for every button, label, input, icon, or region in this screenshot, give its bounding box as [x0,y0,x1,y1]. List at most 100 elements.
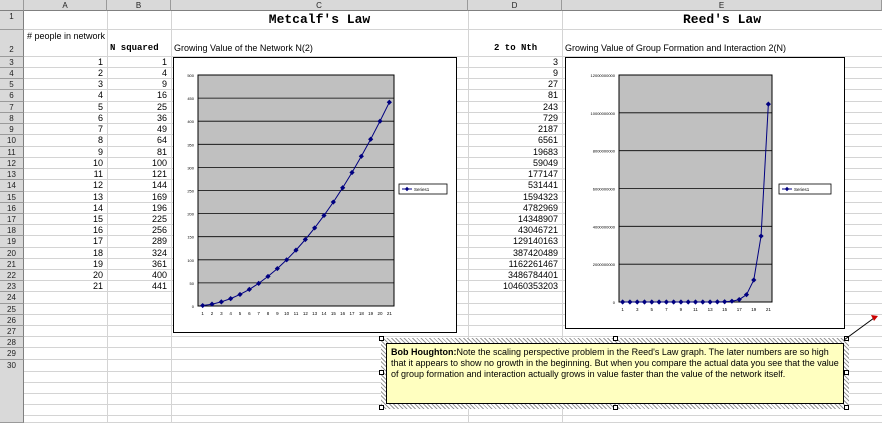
row-header-21[interactable]: 21 [0,259,24,270]
two-to-nth-label[interactable]: 2 to Nth [494,43,538,53]
cell-n-squared[interactable]: 25 [156,102,167,112]
cell-people[interactable]: 17 [92,236,103,246]
row-header-6[interactable]: 6 [0,90,24,102]
row-header-27[interactable]: 27 [0,326,24,337]
cell-two-to-n[interactable]: 729 [542,113,558,123]
cell-n-squared[interactable]: 16 [156,90,167,100]
row-header-25[interactable]: 25 [0,304,24,315]
cell-two-to-n[interactable]: 531441 [527,180,558,190]
cell-two-to-n[interactable]: 3486784401 [507,270,558,280]
cell-two-to-n[interactable]: 4782969 [522,203,558,213]
cell-n-squared[interactable]: 49 [156,124,167,134]
cell-n-squared[interactable]: 324 [151,248,167,258]
cell-n-squared[interactable]: 81 [156,147,167,157]
row-header-14[interactable]: 14 [0,180,24,192]
cell-people[interactable]: 21 [92,281,103,291]
cell-two-to-n[interactable]: 81 [547,90,558,100]
cell-people[interactable]: 10 [92,158,103,168]
cell-two-to-n[interactable]: 1162261467 [508,259,558,269]
column-header-b[interactable]: B [107,0,171,11]
row-header-17[interactable]: 17 [0,214,24,225]
cell-n-squared[interactable]: 4 [161,68,167,78]
cell-people[interactable]: 8 [97,135,103,145]
cell-n-squared[interactable]: 100 [151,158,167,168]
cell-people[interactable]: 14 [92,203,103,213]
cell-people[interactable]: 13 [92,192,103,202]
comment-box[interactable]: Bob Houghton:Note the scaling perspectiv… [386,343,844,404]
cell-people[interactable]: 15 [92,214,103,224]
cell-n-squared[interactable]: 225 [151,214,167,224]
cell-two-to-n[interactable]: 2187 [537,124,558,134]
column-header-a[interactable]: A [24,0,107,11]
row-header-9[interactable]: 9 [0,124,24,135]
cell-people[interactable]: 6 [97,113,103,123]
row-header-15[interactable]: 15 [0,192,24,203]
cell-two-to-n[interactable]: 14348907 [517,214,558,224]
row-header-5[interactable]: 5 [0,79,24,90]
row-header-10[interactable]: 10 [0,135,24,147]
cell-n-squared[interactable]: 121 [151,169,167,179]
cell-n-squared[interactable]: 144 [151,180,167,190]
row-header-19[interactable]: 19 [0,236,24,248]
cell-two-to-n[interactable]: 59049 [532,158,558,168]
cell-n-squared[interactable]: 400 [151,270,167,280]
cell-people[interactable]: 3 [97,79,103,89]
cell-two-to-n[interactable]: 3 [552,57,558,67]
row-header-4[interactable]: 4 [0,68,24,79]
row-header-24[interactable]: 24 [0,292,24,304]
cell-two-to-n[interactable]: 243 [542,102,558,112]
cell-two-to-n[interactable]: 387420489 [512,248,558,258]
row-header-26[interactable]: 26 [0,315,24,326]
cell-n-squared[interactable]: 169 [151,192,167,202]
cell-two-to-n[interactable]: 177147 [527,169,558,179]
row-header-29[interactable]: 29 [0,348,24,360]
row-header-18[interactable]: 18 [0,225,24,236]
select-all-corner[interactable] [0,0,24,11]
resize-handle-bm[interactable] [613,405,618,410]
cell-people[interactable]: 9 [97,147,103,157]
cell-people[interactable]: 12 [92,180,103,190]
cell-people[interactable]: 16 [92,225,103,235]
row-header-30[interactable]: 30 [0,360,24,423]
reed-chart[interactable]: 0 2000000000 4000000000 6000000000 800000000… [565,57,845,329]
cell-n-squared[interactable]: 9 [161,79,167,89]
column-header-e[interactable]: E [562,0,882,11]
cell-two-to-n[interactable]: 129140163 [512,236,558,246]
cell-people[interactable]: 20 [92,270,103,280]
cell-n-squared[interactable]: 36 [156,113,167,123]
row-header-12[interactable]: 12 [0,158,24,169]
cell-two-to-n[interactable]: 19683 [532,147,558,157]
cell-people[interactable]: 11 [93,169,103,179]
metcalf-chart-caption[interactable]: Growing Value of the Network N(2) [174,43,313,53]
cell-n-squared[interactable]: 441 [151,281,167,291]
cell-n-squared[interactable]: 196 [151,203,167,213]
row-header-8[interactable]: 8 [0,113,24,124]
row-header-7[interactable]: 7 [0,102,24,113]
row-header-16[interactable]: 16 [0,203,24,214]
nsquared-label[interactable]: N squared [110,43,159,53]
cell-people[interactable]: 1 [97,57,103,67]
row-header-28[interactable]: 28 [0,337,24,348]
resize-handle-br[interactable] [844,405,849,410]
row-header-22[interactable]: 22 [0,270,24,281]
row-header-23[interactable]: 23 [0,281,24,292]
column-header-c[interactable]: C [171,0,468,11]
cell-n-squared[interactable]: 1 [161,57,167,67]
resize-handle-tm[interactable] [613,336,618,341]
row-header-3[interactable]: 3 [0,57,24,68]
cell-people[interactable]: 19 [92,259,103,269]
cell-two-to-n[interactable]: 9 [552,68,558,78]
row-header-2[interactable]: 2 [0,30,24,57]
resize-handle-bl[interactable] [379,405,384,410]
cell-people[interactable]: 18 [92,248,103,258]
column-header-d[interactable]: D [468,0,562,11]
resize-handle-mr[interactable] [844,370,849,375]
cell-two-to-n[interactable]: 43046721 [517,225,558,235]
cell-n-squared[interactable]: 256 [151,225,167,235]
cell-people[interactable]: 7 [97,124,103,134]
row-header-11[interactable]: 11 [0,147,24,158]
cell-n-squared[interactable]: 361 [151,259,167,269]
cell-two-to-n[interactable]: 10460353203 [502,281,558,291]
row-header-1[interactable]: 1 [0,11,24,30]
